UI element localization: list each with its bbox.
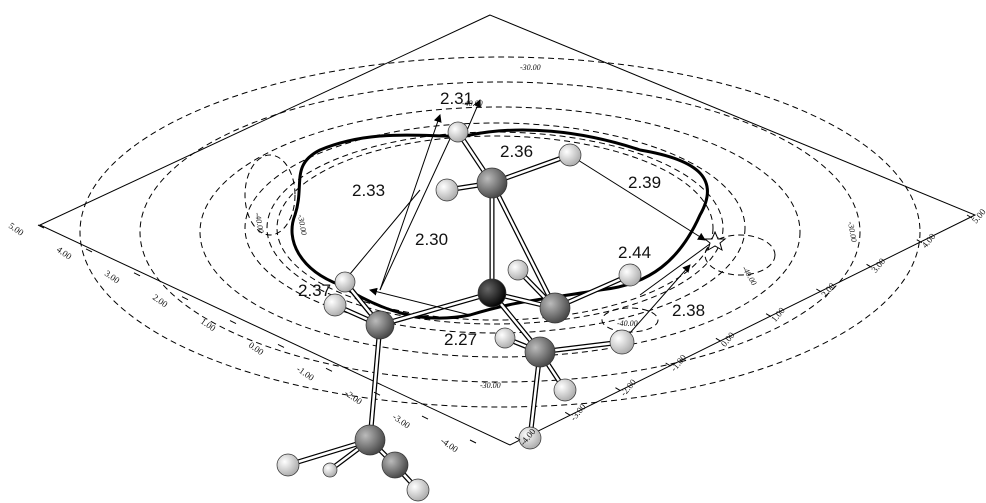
axis-tick-label: -2.00	[343, 388, 365, 407]
contour-label: -40.00	[617, 319, 638, 328]
atom	[477, 168, 507, 198]
axis-tick	[470, 440, 476, 443]
atom	[382, 452, 408, 478]
distance-label: 2.36	[500, 142, 533, 161]
contour-label: -30.00	[480, 381, 501, 390]
atom	[610, 330, 634, 354]
axis-tick-label: 5.00	[970, 206, 986, 225]
axis-tick-label: 4.00	[920, 231, 938, 250]
distance-label: 2.37	[298, 281, 331, 300]
atom	[559, 144, 581, 166]
atom	[448, 122, 468, 142]
atom	[619, 264, 641, 286]
axis-tick-label: 1.00	[199, 316, 218, 334]
arrow	[380, 128, 455, 290]
atom	[525, 337, 555, 367]
atom	[277, 454, 299, 476]
axis-tick-label: 3.00	[103, 268, 122, 286]
atom	[355, 425, 385, 455]
atom	[335, 272, 355, 292]
axis-tick	[326, 368, 332, 371]
axis-tick-label: -3.00	[568, 401, 588, 422]
axis-tick-label: -2.00	[618, 377, 638, 398]
atom	[508, 260, 528, 280]
axis-tick-label: -4.00	[439, 435, 461, 454]
bond	[380, 293, 492, 325]
distance-label: 2.38	[672, 301, 705, 320]
axis-tick-label: 4.00	[55, 244, 74, 262]
atom	[540, 293, 570, 323]
distance-label: 2.33	[352, 181, 385, 200]
atom	[366, 311, 394, 339]
contour-label: -40.00	[253, 212, 265, 234]
figure: 2.312.362.332.392.302.442.372.382.27-30.…	[0, 0, 986, 503]
axis-tick	[182, 297, 188, 300]
axis-tick	[278, 344, 284, 347]
contour-label: -40.00	[740, 265, 758, 287]
bond	[370, 325, 380, 440]
axis-tick-label: 2.00	[819, 280, 837, 299]
atom	[407, 479, 429, 501]
distance-label: 2.30	[415, 230, 448, 249]
plane	[40, 15, 975, 445]
axis-tick-label: 2.00	[151, 292, 170, 310]
distance-label: 2.44	[618, 243, 651, 262]
arrow	[640, 238, 718, 295]
arrow	[570, 155, 705, 240]
axis-tick-label: -3.00	[391, 412, 413, 431]
distance-label: 2.39	[628, 173, 661, 192]
atom	[323, 463, 337, 477]
atom	[495, 328, 515, 348]
axis-tick	[134, 273, 140, 276]
axis-tick-label: 0.00	[247, 340, 266, 358]
axis-tick	[230, 321, 236, 324]
atom	[478, 279, 506, 307]
axis-tick-label: 1.00	[769, 305, 787, 324]
axis-tick-label: 3.00	[869, 256, 887, 275]
axis-tick-label: -1.00	[669, 352, 689, 373]
atom	[436, 179, 458, 201]
atom	[554, 379, 576, 401]
axis-tick	[422, 416, 428, 419]
axis-tick-label: 0.00	[719, 330, 737, 349]
axis-tick-label: -1.00	[295, 364, 317, 383]
contour-label: -30.00	[296, 214, 308, 236]
contour-label: -30.00	[520, 63, 541, 72]
contour-label: -30.00	[846, 221, 858, 243]
axis-tick-label: 5.00	[7, 220, 26, 238]
distance-label: 2.27	[444, 330, 477, 349]
contour-label: -40.00	[462, 99, 483, 108]
arrow	[345, 190, 420, 280]
contours	[80, 57, 920, 407]
